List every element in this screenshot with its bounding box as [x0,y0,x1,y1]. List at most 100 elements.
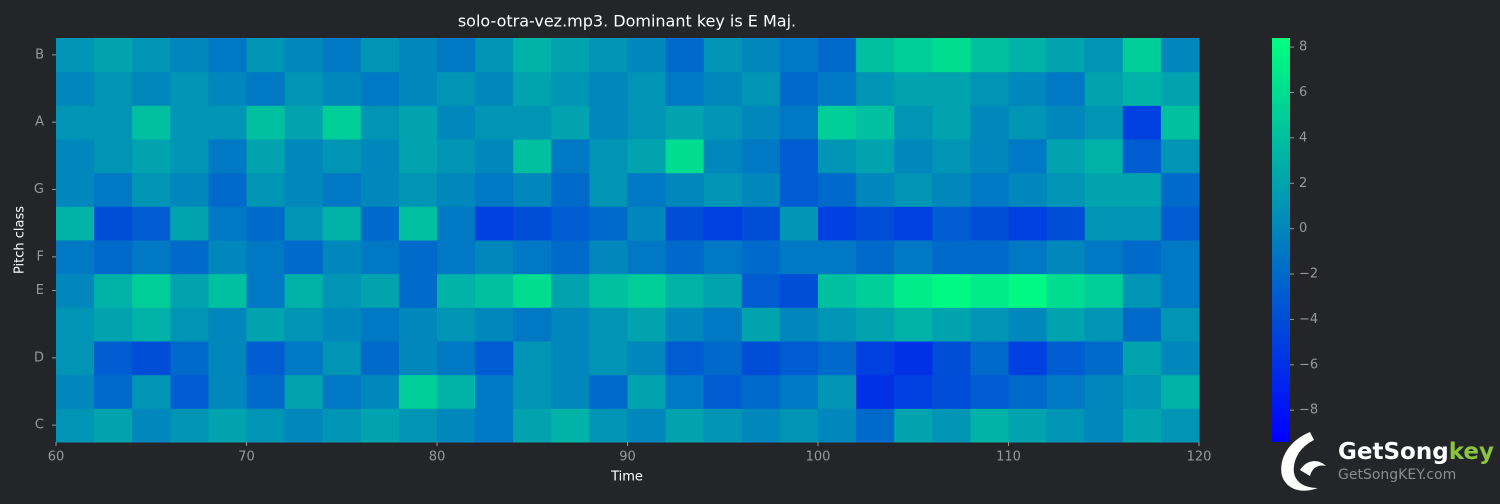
heatmap-cell [284,71,324,106]
heatmap-cell [818,71,857,106]
heatmap-cell [589,408,628,443]
y-tick-label: F [37,249,44,264]
heatmap-cell [475,307,514,342]
heatmap-cell [170,206,209,241]
logo-accent: key [1449,439,1494,465]
heatmap-cell [1084,71,1124,106]
heatmap-cell [1008,71,1048,106]
heatmap-cell [1084,172,1124,207]
heatmap-cell [170,341,209,376]
heatmap-cell [1008,273,1048,308]
heatmap-cell [856,38,895,73]
heatmap-cell [703,71,743,106]
heatmap-cell [703,172,743,207]
logo-name: GetSongkey [1338,439,1494,465]
heatmap-cell [398,206,438,241]
heatmap-cell [932,408,971,443]
heatmap-cell [1122,408,1162,443]
heatmap-cell [703,374,743,409]
heatmap-cell [284,206,324,241]
heatmap-cell [1084,240,1124,275]
heatmap-cell [894,172,933,207]
heatmap-cell [779,105,819,140]
heatmap-cell [627,374,667,409]
heatmap-cell [589,240,628,275]
heatmap-cell [437,71,476,106]
heatmap-cell [932,71,971,106]
heatmap-cell [741,139,781,174]
heatmap-cell [56,307,95,342]
heatmap-cell [818,307,857,342]
heatmap-cell [589,307,628,342]
heatmap-cell [475,38,514,73]
heatmap-cell [513,206,552,241]
heatmap-cell [856,273,895,308]
heatmap-cell [246,206,286,241]
heatmap-cell [1084,139,1124,174]
heatmap-cell [627,172,667,207]
heatmap-cell [208,105,247,140]
heatmap-cell [132,307,171,342]
heatmap-cell [779,172,819,207]
heatmap-cell [665,139,705,174]
heatmap-cell [132,71,171,106]
heatmap-cell [818,206,857,241]
heatmap-cell [170,71,209,106]
heatmap-cell [56,206,95,241]
heatmap-cell [970,273,1009,308]
heatmap-cell [627,341,667,376]
heatmap-cell [1046,71,1086,106]
heatmap-cell [1008,172,1048,207]
y-tick-label: C [35,418,44,433]
heatmap-cell [284,139,324,174]
heatmap-cell [475,172,514,207]
heatmap-cell [741,374,781,409]
heatmap-cell [513,38,552,73]
heatmap-cell [437,240,476,275]
heatmap-cell [1160,374,1200,409]
heatmap-cell [475,105,514,140]
heatmap-cell [1046,38,1086,73]
heatmap-cell [360,38,400,73]
heatmap-cell [208,206,247,241]
heatmap-cell [932,273,971,308]
heatmap-cell [894,240,933,275]
heatmap-cell [513,105,552,140]
heatmap-cell [703,307,743,342]
heatmap-cell [398,139,438,174]
heatmap-cell [1122,206,1162,241]
heatmap-cell [322,139,362,174]
heatmap-cell [398,408,438,443]
heatmap-cell [1008,38,1048,73]
colorbar-tick-label: 8 [1299,40,1307,55]
heatmap-cell [132,341,171,376]
heatmap-cell [818,139,857,174]
heatmap-cell [94,307,133,342]
heatmap-cell [284,341,324,376]
heatmap-cell [208,307,247,342]
heatmap-cell [1008,374,1048,409]
heatmap-cell [360,408,400,443]
heatmap-cell [437,408,476,443]
heatmap-cell [932,105,971,140]
heatmap-cell [818,105,857,140]
heatmap-cell [1046,139,1086,174]
heatmap-cell [513,139,552,174]
heatmap-cell [1122,273,1162,308]
heatmap-cell [741,105,781,140]
x-tick-label: 70 [238,450,255,465]
heatmap-cell [170,307,209,342]
heatmap-cell [1046,206,1086,241]
heatmap-cell [284,408,324,443]
heatmap-cell [1160,206,1200,241]
heatmap-cell [589,273,628,308]
heatmap-cell [56,408,95,443]
heatmap-cell [589,38,628,73]
colorbar-tick-label: −8 [1299,403,1318,418]
heatmap-cell [322,273,362,308]
heatmap-cell [779,38,819,73]
heatmap-cell [1008,408,1048,443]
heatmap-cell [1046,341,1086,376]
heatmap-cell [246,341,286,376]
heatmap-cell [94,240,133,275]
